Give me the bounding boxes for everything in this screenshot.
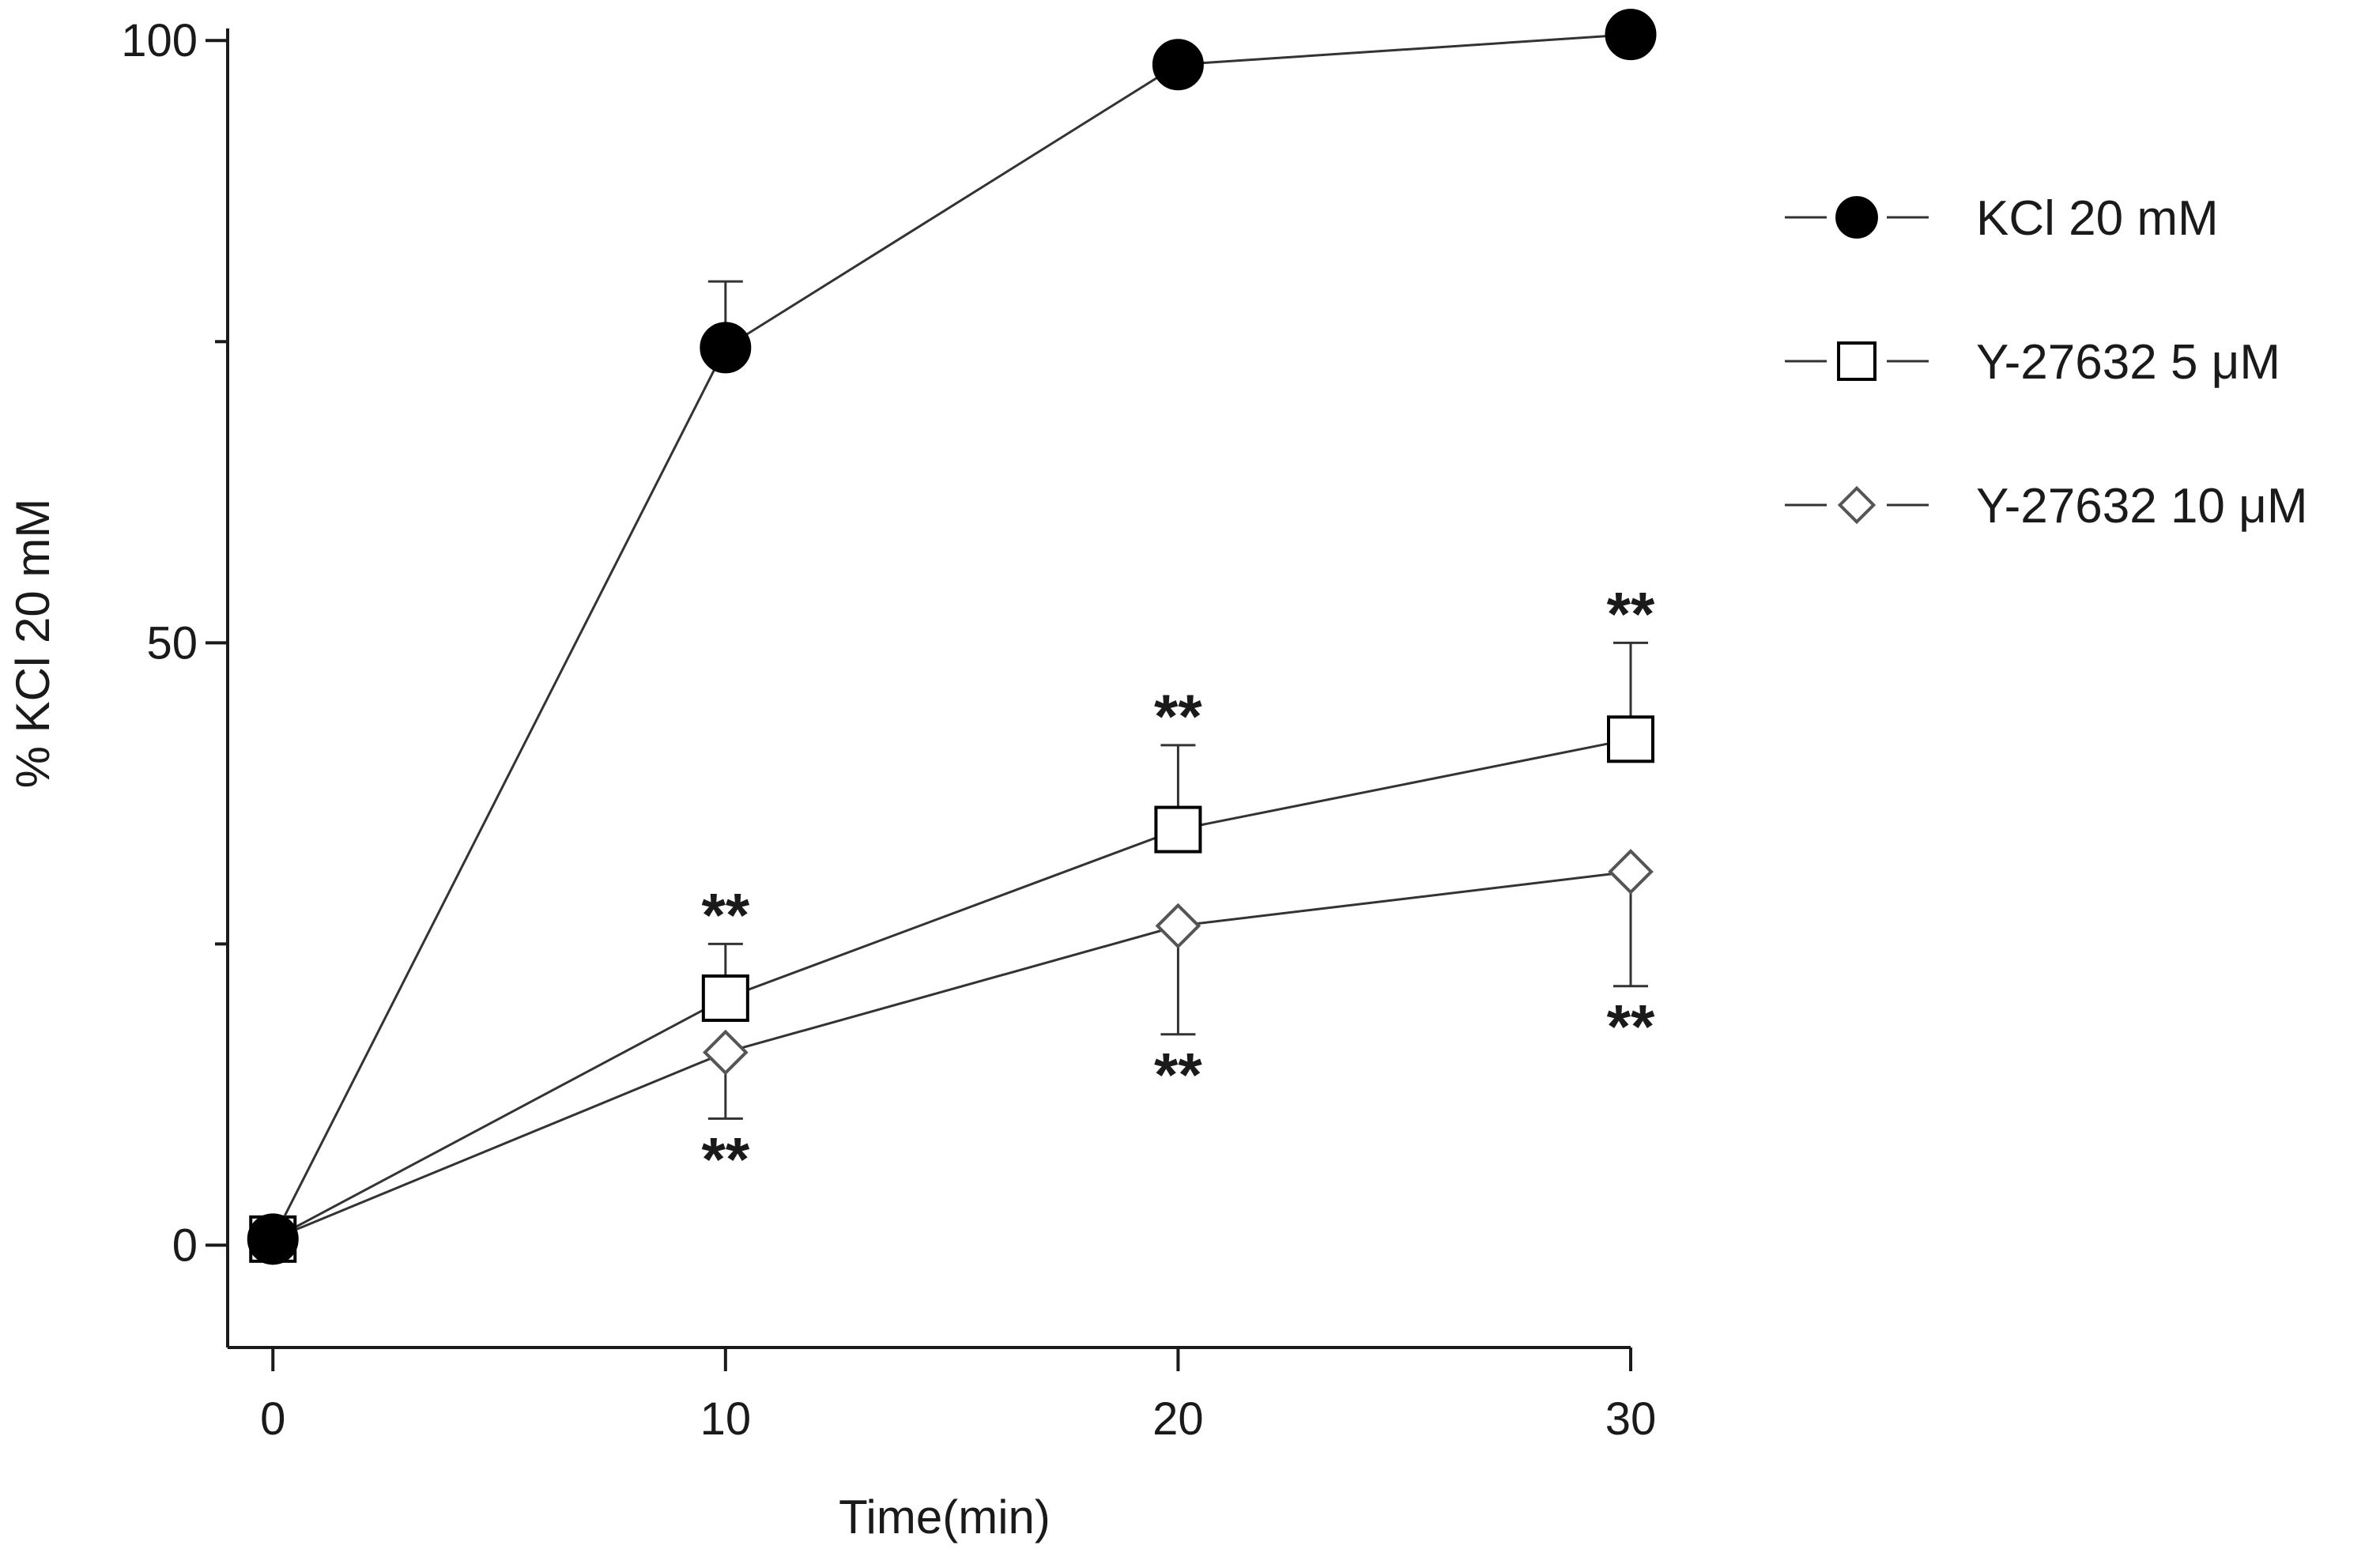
significance-mark: **: [1154, 681, 1202, 751]
significance-mark: **: [1607, 992, 1655, 1061]
significance-mark: **: [701, 880, 749, 949]
legend-marker: [1835, 196, 1878, 239]
legend-item: Y-27632 5 μM: [1785, 335, 2280, 390]
significance-mark: **: [1607, 579, 1655, 648]
data-point: [701, 974, 749, 1022]
legend-item: KCl 20 mM: [1785, 191, 2219, 246]
y-tick-label: 100: [121, 15, 198, 66]
legend: KCl 20 mM Y-27632 5 μM Y-27632 10 μM: [1785, 191, 2308, 533]
data-point: [700, 322, 752, 374]
series-1: ** ** **: [249, 579, 1655, 1263]
y-tick-label: 0: [172, 1219, 198, 1271]
x-tick-label: 20: [1152, 1393, 1204, 1445]
data-point: [703, 1029, 749, 1076]
y-axis-title: % KCl 20 mM: [6, 499, 59, 789]
data-point: [1152, 39, 1204, 91]
legend-label: Y-27632 10 μM: [1976, 479, 2308, 533]
legend-item: Y-27632 10 μM: [1785, 479, 2308, 533]
legend-marker: [1837, 341, 1877, 381]
x-tick-label: 30: [1605, 1393, 1657, 1445]
legend-label: KCl 20 mM: [1976, 191, 2219, 246]
series-line: [271, 33, 1631, 1240]
x-tick-label: 10: [700, 1393, 752, 1445]
series-0: [247, 9, 1657, 1265]
y-tick-label: 50: [146, 617, 198, 669]
axes: 0 50 100 0 10 20 30: [121, 15, 1656, 1445]
x-axis-title: Time(min): [839, 1491, 1050, 1544]
data-point: [1154, 805, 1202, 854]
x-tick-label: 0: [260, 1393, 285, 1445]
legend-label: Y-27632 5 μM: [1976, 335, 2280, 390]
series-line: [272, 737, 1631, 1241]
data-point: [247, 1213, 299, 1265]
series-layer: ** ** ** ** ** **: [247, 9, 1657, 1265]
data-point: [1607, 715, 1654, 763]
legend-marker: [1837, 485, 1877, 525]
significance-mark: **: [1154, 1040, 1202, 1110]
data-point: [1155, 903, 1201, 949]
significance-mark: **: [701, 1124, 749, 1193]
data-point: [1608, 849, 1654, 895]
series-2: ** ** **: [250, 849, 1655, 1262]
series-line: [272, 870, 1631, 1241]
data-point: [1605, 9, 1657, 61]
